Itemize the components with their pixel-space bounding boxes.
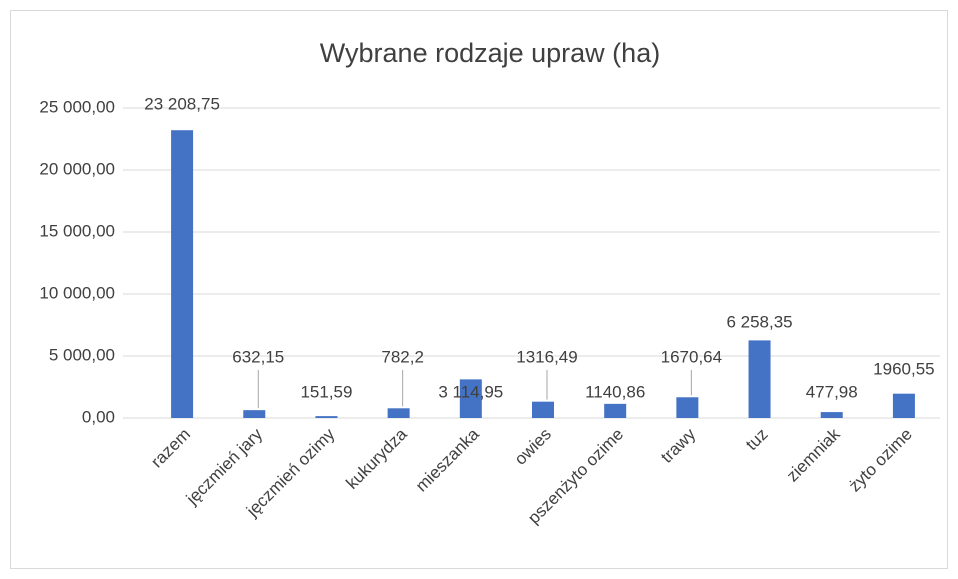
data-label: 23 208,75: [144, 94, 220, 113]
chart-frame: [10, 10, 948, 569]
bar: [676, 397, 699, 418]
bar: [532, 401, 554, 418]
bar: [604, 403, 627, 418]
data-label: 1670,64: [661, 347, 722, 366]
data-label: 1316,49: [516, 347, 577, 366]
bar: [387, 408, 410, 418]
y-tick-label: 5 000,00: [49, 345, 115, 364]
data-label: 477,98: [806, 382, 858, 401]
y-tick-label: 10 000,00: [39, 283, 115, 302]
bar: [171, 130, 194, 419]
bar: [892, 393, 915, 418]
bar: [820, 412, 843, 418]
data-label: 1960,55: [873, 359, 934, 378]
data-label: 6 258,35: [726, 312, 792, 331]
y-tick-label: 25 000,00: [39, 97, 115, 116]
data-label: 632,15: [232, 347, 284, 366]
bar: [315, 416, 338, 418]
bar: [748, 340, 771, 418]
data-label: 151,59: [300, 382, 352, 401]
y-tick-label: 20 000,00: [39, 159, 115, 178]
data-label: 782,2: [381, 347, 424, 366]
y-tick-label: 15 000,00: [39, 221, 115, 240]
data-label: 3 114,95: [438, 382, 503, 401]
chart-title: Wybrane rodzaje upraw (ha): [320, 38, 660, 68]
bar: [459, 379, 482, 418]
bar: [243, 410, 266, 418]
data-label: 1140,86: [585, 382, 645, 401]
y-tick-label: 0,00: [82, 407, 115, 426]
